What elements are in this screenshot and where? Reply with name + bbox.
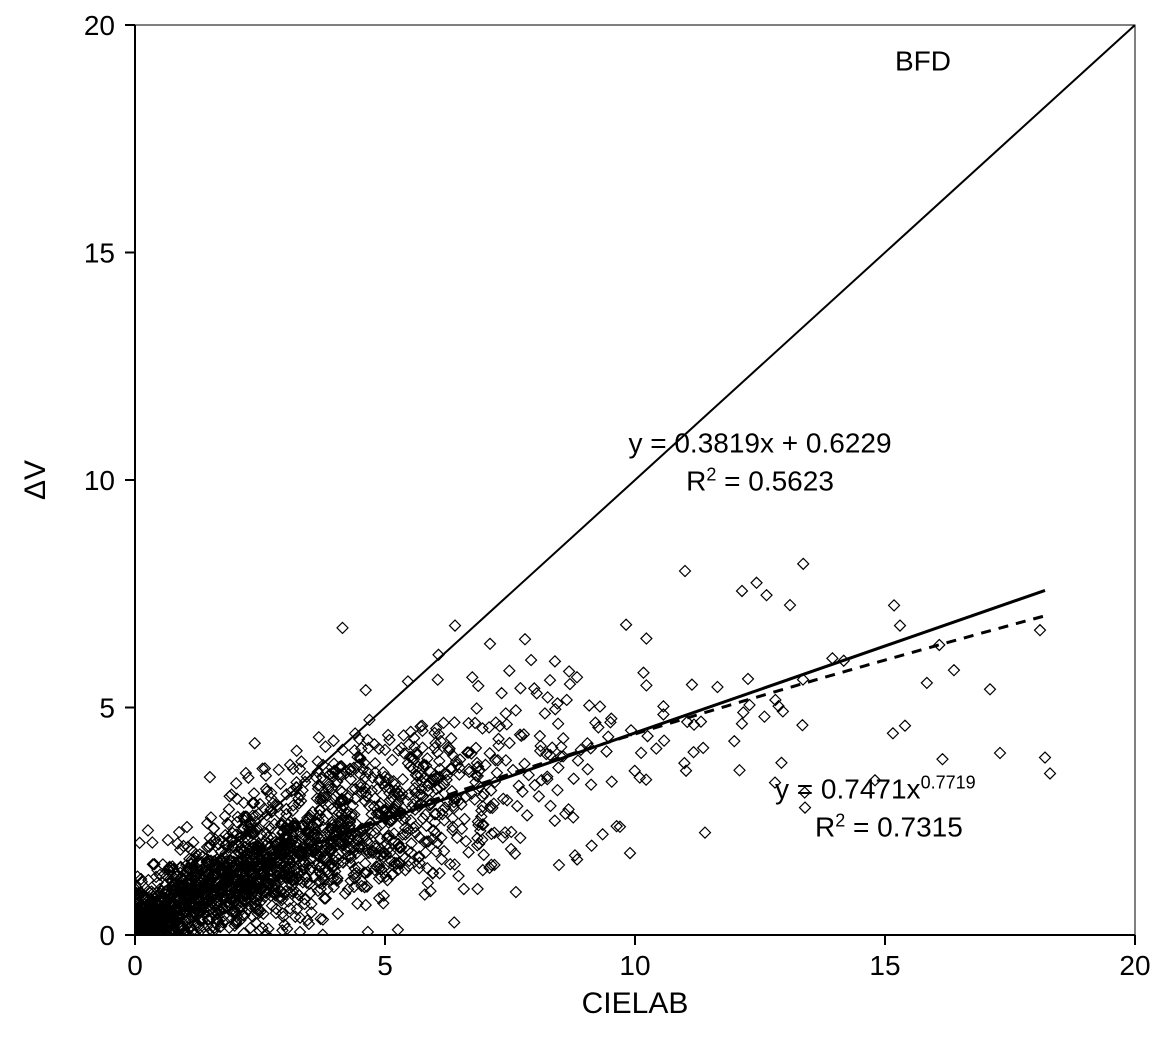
y-tick-label: 20 [84,10,115,41]
scatter-markers [130,558,1056,940]
x-tick-label: 10 [619,950,650,981]
identity-line [135,25,1135,935]
power-fit-r2: R2 = 0.7315 [815,811,963,843]
y-tick-label: 5 [99,693,115,724]
plot-group [130,25,1135,940]
scatter-chart: 0 5 10 15 20 0 5 10 15 20 CIELAB ΔV BFD y = 0.3819x +… [0,0,1175,1054]
y-tick-label: 10 [84,465,115,496]
dataset-label: BFD [895,46,951,77]
y-tick-label: 15 [84,238,115,269]
x-tick-label: 5 [377,950,393,981]
chart-svg: 0 5 10 15 20 0 5 10 15 20 CIELAB ΔV BFD y = 0.3819x +… [0,0,1175,1054]
x-tick-label: 20 [1119,950,1150,981]
x-tick-label: 0 [127,950,143,981]
linear-fit-equation: y = 0.3819x + 0.6229 [628,428,891,459]
linear-fit-r2: R2 = 0.5623 [686,465,834,497]
y-tick-label: 0 [99,920,115,951]
x-axis-label: CIELAB [582,987,689,1020]
y-axis-label: ΔV [19,460,52,500]
x-tick-label: 15 [869,950,900,981]
power-fit-equation: y = 0.7471x0.7719 [775,773,976,805]
